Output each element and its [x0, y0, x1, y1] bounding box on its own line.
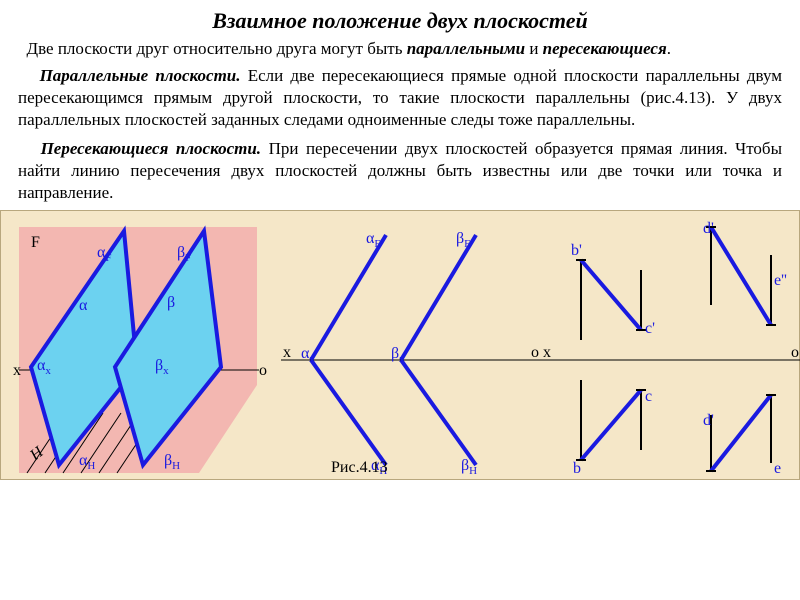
p1-lead: Параллельные плоскости.: [40, 66, 241, 85]
svg-text:e'': e'': [774, 272, 787, 289]
svg-text:o: o: [791, 344, 799, 361]
svg-text:βx: βx: [391, 345, 405, 365]
svg-text:c': c': [645, 320, 655, 337]
svg-text:x: x: [283, 344, 291, 361]
intro-end: .: [667, 39, 671, 58]
intro-mid: и: [525, 39, 543, 58]
svg-text:d': d': [703, 220, 714, 237]
svg-text:F: F: [31, 234, 40, 251]
paragraph-parallel: Параллельные плоскости. Если две пересек…: [18, 65, 782, 131]
svg-text:e: e: [774, 460, 781, 477]
svg-text:o: o: [259, 362, 267, 379]
p2-lead: Пересекающиеся плоскости.: [41, 139, 261, 158]
svg-text:βF: βF: [456, 230, 470, 250]
svg-text:β: β: [167, 294, 175, 311]
svg-text:αx: αx: [301, 345, 315, 365]
svg-text:c: c: [645, 388, 652, 405]
paragraph-intersecting: Пересекающиеся плоскости. При пересечени…: [18, 138, 782, 204]
svg-text:b: b: [573, 460, 581, 477]
intro-paragraph: Две плоскости друг относительно друга мо…: [18, 38, 782, 59]
figure-caption: Рис.4.13: [331, 459, 388, 477]
intro-em2: пересекающиеся: [543, 39, 667, 58]
intro-text: Две плоскости друг относительно друга мо…: [27, 39, 407, 58]
page-title: Взаимное положение двух плоскостей: [18, 8, 782, 34]
intro-em1: параллельными: [407, 39, 525, 58]
svg-text:α: α: [79, 297, 88, 314]
svg-text:d': d': [703, 412, 714, 429]
figure-svg: FHxoααFαxαHββFβxβHxoαFαxαHβFβxβHxob'c'd'…: [1, 211, 800, 479]
svg-text:x: x: [13, 362, 21, 379]
svg-text:o: o: [531, 344, 539, 361]
figure-area: FHxoααFαxαHββFβxβHxoαFαxαHβFβxβHxob'c'd'…: [0, 210, 800, 480]
svg-text:x: x: [543, 344, 551, 361]
svg-text:b': b': [571, 242, 582, 259]
svg-text:αF: αF: [366, 230, 381, 250]
